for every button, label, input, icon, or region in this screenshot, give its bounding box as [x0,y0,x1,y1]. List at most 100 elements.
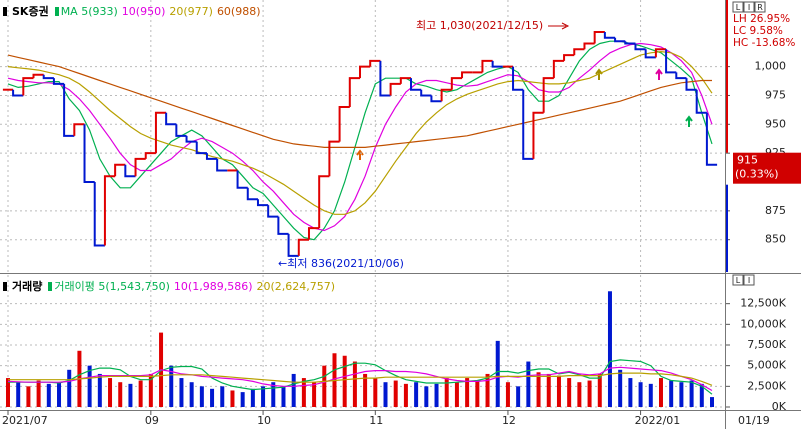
price-step [379,60,391,97]
volume-bar [597,373,602,407]
ma-line [7,50,713,215]
y-tick-label: 1,000 [755,60,787,73]
volume-bar [230,390,235,407]
volume-bar [281,386,286,407]
price-step [236,170,248,189]
volume-bar [618,369,623,407]
price-step [603,32,616,39]
volume-bar [628,378,633,407]
volume-ma-line [8,372,713,386]
price-step [634,43,646,51]
volume-bar [189,382,194,407]
volume-bar [57,382,62,407]
legend-label: 10(1,989,586) [173,279,253,293]
price-step [216,158,228,172]
price-step [144,152,156,159]
price-step [624,41,636,45]
price-step [491,60,503,68]
price-step [685,78,697,91]
panel-button-label[interactable]: L [736,3,741,12]
price-step [256,199,269,207]
price-step [461,71,473,79]
volume-bar [465,378,470,407]
panel-button[interactable] [743,274,755,286]
panel-button[interactable] [732,1,744,13]
volume-bar [526,361,531,407]
price-step [73,123,85,136]
price-step [695,89,707,114]
volume-bar [444,378,449,407]
current-date: 01/19 [738,414,770,427]
volume-bar [607,291,612,407]
volume-bar [475,380,480,407]
panel-button[interactable] [743,1,755,13]
volume-bar [546,373,551,407]
volume-bar [220,386,225,407]
volume-bar [118,382,123,407]
volume-bar [128,383,133,407]
volume-bar [485,373,490,407]
price-step [512,66,524,91]
high-annotation: 최고 1,030(2021/12/15) [416,19,543,32]
price-step [297,238,309,256]
panel-button-label[interactable]: L [736,276,741,285]
chart-title: SK증권 [12,5,49,18]
price-step [369,59,381,67]
volume-bar [567,378,572,407]
volume-bar [210,388,215,407]
price-step [124,164,136,178]
price-step [93,182,105,247]
volume-bar [373,378,378,407]
x-tick-label: 11 [369,414,383,427]
price-step [420,89,432,97]
price-legend: SK증권 MA 5(933) 10(950) 20(977) 60(988) [3,3,261,19]
volume-bar [393,380,398,407]
price-step [165,112,177,126]
legend-entry: MA 5(933) [54,5,118,18]
volume-bar [36,380,41,407]
volume-bar [312,382,317,407]
price-step [175,124,187,137]
price-step [552,59,565,79]
x-tick-label: 2022/01 [635,414,681,427]
price-step [32,73,44,79]
volume-bar [648,383,653,407]
volume-bar [322,365,327,407]
volume-bar [414,382,419,407]
last-price-box [733,152,801,184]
signal-arrow [655,68,663,80]
legend-label: 20(977) [169,4,213,18]
volume-bar [434,383,439,407]
price-step [389,82,401,96]
volume-bar [250,388,255,407]
volume-bar [516,386,521,407]
y-tick-label: 2,500K [747,379,786,392]
y-tick-label: 975 [765,88,786,101]
panel-button-label[interactable]: I [748,276,750,285]
price-step [593,31,605,44]
panel-button-label[interactable]: I [748,3,750,12]
legend-entry: 20(2,624,757) [257,280,336,293]
price-step [359,65,371,79]
stat-label: HC -13.68% [733,37,795,49]
panel-button-label[interactable]: R [757,3,763,12]
price-step [563,54,575,61]
volume-bar [97,373,102,407]
volume-bar [454,382,459,407]
legend-entry: 10(950) [122,5,166,18]
price-step [246,187,258,201]
legend-marker [54,6,59,16]
y-tick-label: 7,500K [747,338,786,351]
legend-label: 20(2,624,757) [256,279,336,293]
volume-bar [352,361,357,407]
volume-bar [291,373,296,407]
price-step [307,227,320,240]
price-step [63,83,75,137]
y-tick-label: 10,000K [740,317,786,330]
panel-button[interactable] [754,1,766,13]
panel-button[interactable] [732,274,744,286]
ma-line [7,54,712,148]
legend-label: 거래이평 5(1,543,750) [54,280,170,293]
y-tick-label: 0K [772,400,787,413]
